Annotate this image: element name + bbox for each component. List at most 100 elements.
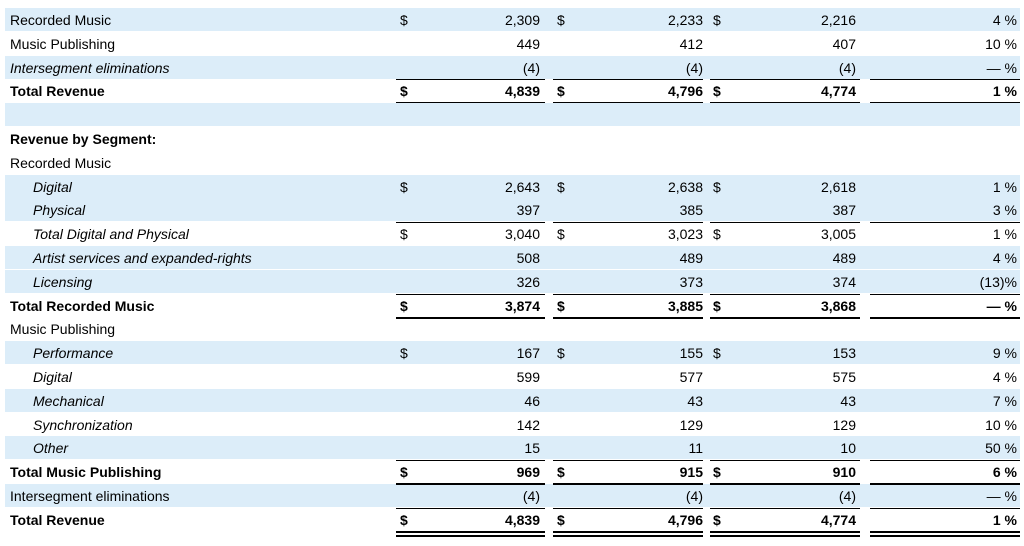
percent-change: 1 % [992, 83, 1017, 99]
amount-cell: 385 [679, 202, 703, 218]
amount-cell: (4) [838, 488, 856, 504]
currency-symbol: $ [713, 345, 721, 361]
rule-line [553, 531, 703, 537]
table-row: Revenue by Segment: [0, 127, 1024, 151]
rule-line [710, 484, 860, 485]
rule-line [396, 294, 545, 295]
row-label: Total Revenue [10, 512, 105, 528]
table-row: Artist services and expanded-rights 508 48… [0, 246, 1024, 270]
amount-cell: 2,216 [820, 12, 856, 28]
row-shading [5, 127, 1020, 150]
row-shading [5, 341, 1020, 364]
row-label: Music Publishing [10, 36, 116, 52]
amount-cell: (4) [522, 488, 540, 504]
rule-line [710, 294, 860, 295]
amount-cell: 2,233 [667, 12, 703, 28]
row-shading [5, 56, 1020, 79]
percent-change: — % [986, 488, 1017, 504]
row-label: Total Music Publishing [10, 464, 162, 480]
rule-line [396, 79, 545, 80]
amount-cell: 4,774 [820, 512, 856, 528]
amount-cell: 129 [679, 417, 703, 433]
rule-line [553, 484, 703, 485]
row-label: Intersegment eliminations [10, 60, 170, 76]
percent-change: 10 % [985, 36, 1017, 52]
rule-line [553, 79, 703, 80]
amount-cell: 407 [832, 36, 856, 52]
row-shading [5, 484, 1020, 507]
amount-cell: 915 [679, 464, 703, 480]
amount-cell: 3,874 [504, 298, 540, 314]
table-row: Total Music Publishing $ $ $969 915 910 6 % [0, 460, 1024, 484]
amount-cell: 508 [516, 250, 540, 266]
table-row [0, 103, 1024, 127]
row-shading [5, 198, 1020, 221]
amount-cell: 129 [832, 417, 856, 433]
currency-symbol: $ [400, 464, 408, 480]
rule-line [396, 484, 545, 485]
currency-symbol: $ [400, 12, 408, 28]
percent-change: — % [986, 298, 1017, 314]
table-row: Licensing 326 373 374 (13)% [0, 270, 1024, 294]
currency-symbol: $ [557, 512, 565, 528]
currency-symbol: $ [400, 226, 408, 242]
amount-cell: 4,796 [667, 512, 703, 528]
amount-cell: 11 [688, 440, 703, 456]
row-label: Revenue by Segment: [10, 131, 157, 147]
amount-cell: 153 [832, 345, 856, 361]
table-row: Total Revenue $ $ $4,839 4,796 4,774 1 % [0, 508, 1024, 532]
amount-cell: 373 [679, 274, 703, 290]
currency-symbol: $ [557, 179, 565, 195]
row-shading [5, 175, 1020, 198]
table-row: Total Revenue $ $ $4,839 4,796 4,774 1 % [0, 79, 1024, 103]
amount-cell: 43 [687, 393, 703, 409]
rule-line [710, 317, 860, 319]
rule-line [396, 460, 545, 461]
amount-cell: (4) [685, 488, 703, 504]
row-label: Physical [33, 202, 86, 218]
table-row: Intersegment eliminations (4) (4) (4) — % [0, 484, 1024, 508]
amount-cell: 155 [679, 345, 703, 361]
amount-cell: 43 [840, 393, 856, 409]
percent-change: 50 % [985, 440, 1017, 456]
percent-change: 4 % [992, 369, 1017, 385]
rule-line [396, 531, 545, 537]
amount-cell: (4) [685, 60, 703, 76]
percent-change: 4 % [992, 250, 1017, 266]
currency-symbol: $ [713, 298, 721, 314]
percent-change: 7 % [992, 393, 1017, 409]
table-row: Physical 397 385 387 3 % [0, 198, 1024, 222]
row-shading [5, 270, 1020, 293]
rule-line [870, 508, 1020, 509]
amount-cell: 2,618 [820, 179, 856, 195]
rule-line [870, 294, 1020, 295]
amount-cell: 46 [524, 393, 540, 409]
rule-line [710, 531, 860, 537]
percent-change: 10 % [985, 417, 1017, 433]
currency-symbol: $ [400, 298, 408, 314]
percent-change: 9 % [992, 345, 1017, 361]
table-row: Digital $ $ $2,643 2,638 2,618 1 % [0, 175, 1024, 199]
currency-symbol: $ [713, 83, 721, 99]
rule-line [710, 222, 860, 223]
rule-line [710, 460, 860, 461]
row-label: Total Revenue [10, 83, 105, 99]
rule-line [870, 484, 1020, 485]
row-label: Artist services and expanded-rights [33, 250, 252, 266]
row-label: Mechanical [33, 393, 104, 409]
row-label: Intersegment eliminations [10, 488, 170, 504]
row-shading [5, 246, 1020, 269]
table-row: Music Publishing 449 412 407 10 % [0, 32, 1024, 56]
rule-line [710, 508, 860, 509]
row-label: Digital [33, 179, 72, 195]
amount-cell: 387 [832, 202, 856, 218]
percent-change: 3 % [992, 202, 1017, 218]
rule-line [396, 317, 545, 319]
amount-cell: (4) [838, 60, 856, 76]
table-row: Music Publishing [0, 317, 1024, 341]
row-shading [5, 436, 1020, 459]
currency-symbol: $ [713, 464, 721, 480]
amount-cell: 489 [832, 250, 856, 266]
table-row: Synchronization 142 129 129 10 % [0, 413, 1024, 437]
